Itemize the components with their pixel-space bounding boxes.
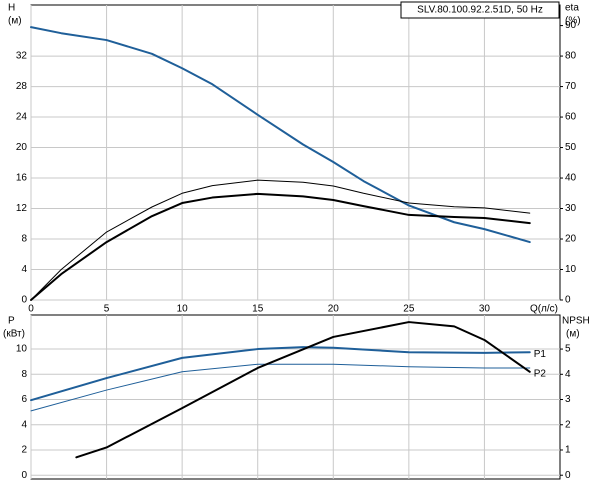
- chart-title: SLV.80.100.92.2.51D, 50 Hz: [417, 5, 543, 16]
- y-tick-label: 8: [21, 369, 27, 380]
- y2-tick-label: 60: [565, 112, 577, 123]
- y2-tick-label: 0: [565, 470, 571, 480]
- y2-tick-label: 70: [565, 81, 577, 92]
- y-tick-label: 20: [16, 142, 28, 153]
- title-box: [400, 1, 560, 19]
- x-tick-label: 15: [252, 304, 264, 315]
- y2-tick-label: 0: [565, 295, 571, 306]
- y2-tick-label: 50: [565, 142, 577, 153]
- series-line: [30, 363, 531, 412]
- y2-tick-label: 40: [565, 173, 577, 184]
- y-tick-label: 4: [21, 264, 27, 275]
- x-axis-label: Q(л/с): [530, 304, 558, 315]
- y2-label: eta: [565, 3, 579, 14]
- y2-unit: (%): [565, 16, 581, 27]
- y-tick-label: 2: [21, 445, 27, 456]
- x-tick-label: 10: [177, 304, 189, 315]
- y2-unit: (м): [566, 329, 580, 340]
- y2-tick-label: 20: [565, 234, 577, 245]
- x-tick-label: 20: [328, 304, 340, 315]
- x-tick-label: 0: [28, 304, 34, 315]
- series-label: P1: [534, 349, 547, 360]
- y-tick-label: 12: [16, 203, 28, 214]
- plot-area: [30, 4, 561, 301]
- y-tick-label: 16: [16, 173, 28, 184]
- x-tick-label: 30: [479, 304, 491, 315]
- y-tick-label: 6: [21, 394, 27, 405]
- series-line: [30, 346, 531, 402]
- x-tick-label: 25: [403, 304, 415, 315]
- y-tick-label: 10: [16, 344, 28, 355]
- y-tick-label: 0: [21, 295, 27, 306]
- y-tick-label: 28: [16, 81, 28, 92]
- series-label: P2: [534, 369, 547, 380]
- y-label: P: [8, 316, 15, 327]
- y2-tick-label: 4: [565, 369, 571, 380]
- x-tick-label: 5: [104, 304, 110, 315]
- y-label: H: [8, 3, 15, 14]
- y2-tick-label: 1: [565, 445, 571, 456]
- y2-tick-label: 5: [565, 344, 571, 355]
- y2-tick-label: 2: [565, 419, 571, 430]
- y-tick-label: 32: [16, 51, 28, 62]
- series-line: [30, 26, 531, 244]
- y-tick-label: 24: [16, 112, 28, 123]
- y2-tick-label: 30: [565, 203, 577, 214]
- y2-tick-label: 10: [565, 264, 577, 275]
- y2-tick-label: 3: [565, 394, 571, 405]
- series-line: [30, 192, 531, 301]
- y2-label: NPSH: [562, 316, 590, 327]
- y-tick-label: 4: [21, 419, 27, 430]
- y-tick-label: 8: [21, 234, 27, 245]
- plot-area: [30, 314, 561, 480]
- series-line: [75, 321, 531, 459]
- y2-tick-label: 80: [565, 51, 577, 62]
- y-unit: (кВт): [3, 329, 25, 340]
- y-unit: (м): [8, 16, 22, 27]
- series-line: [30, 179, 531, 301]
- y2-tick-label: 90: [565, 20, 577, 31]
- y-tick-label: 0: [21, 470, 27, 480]
